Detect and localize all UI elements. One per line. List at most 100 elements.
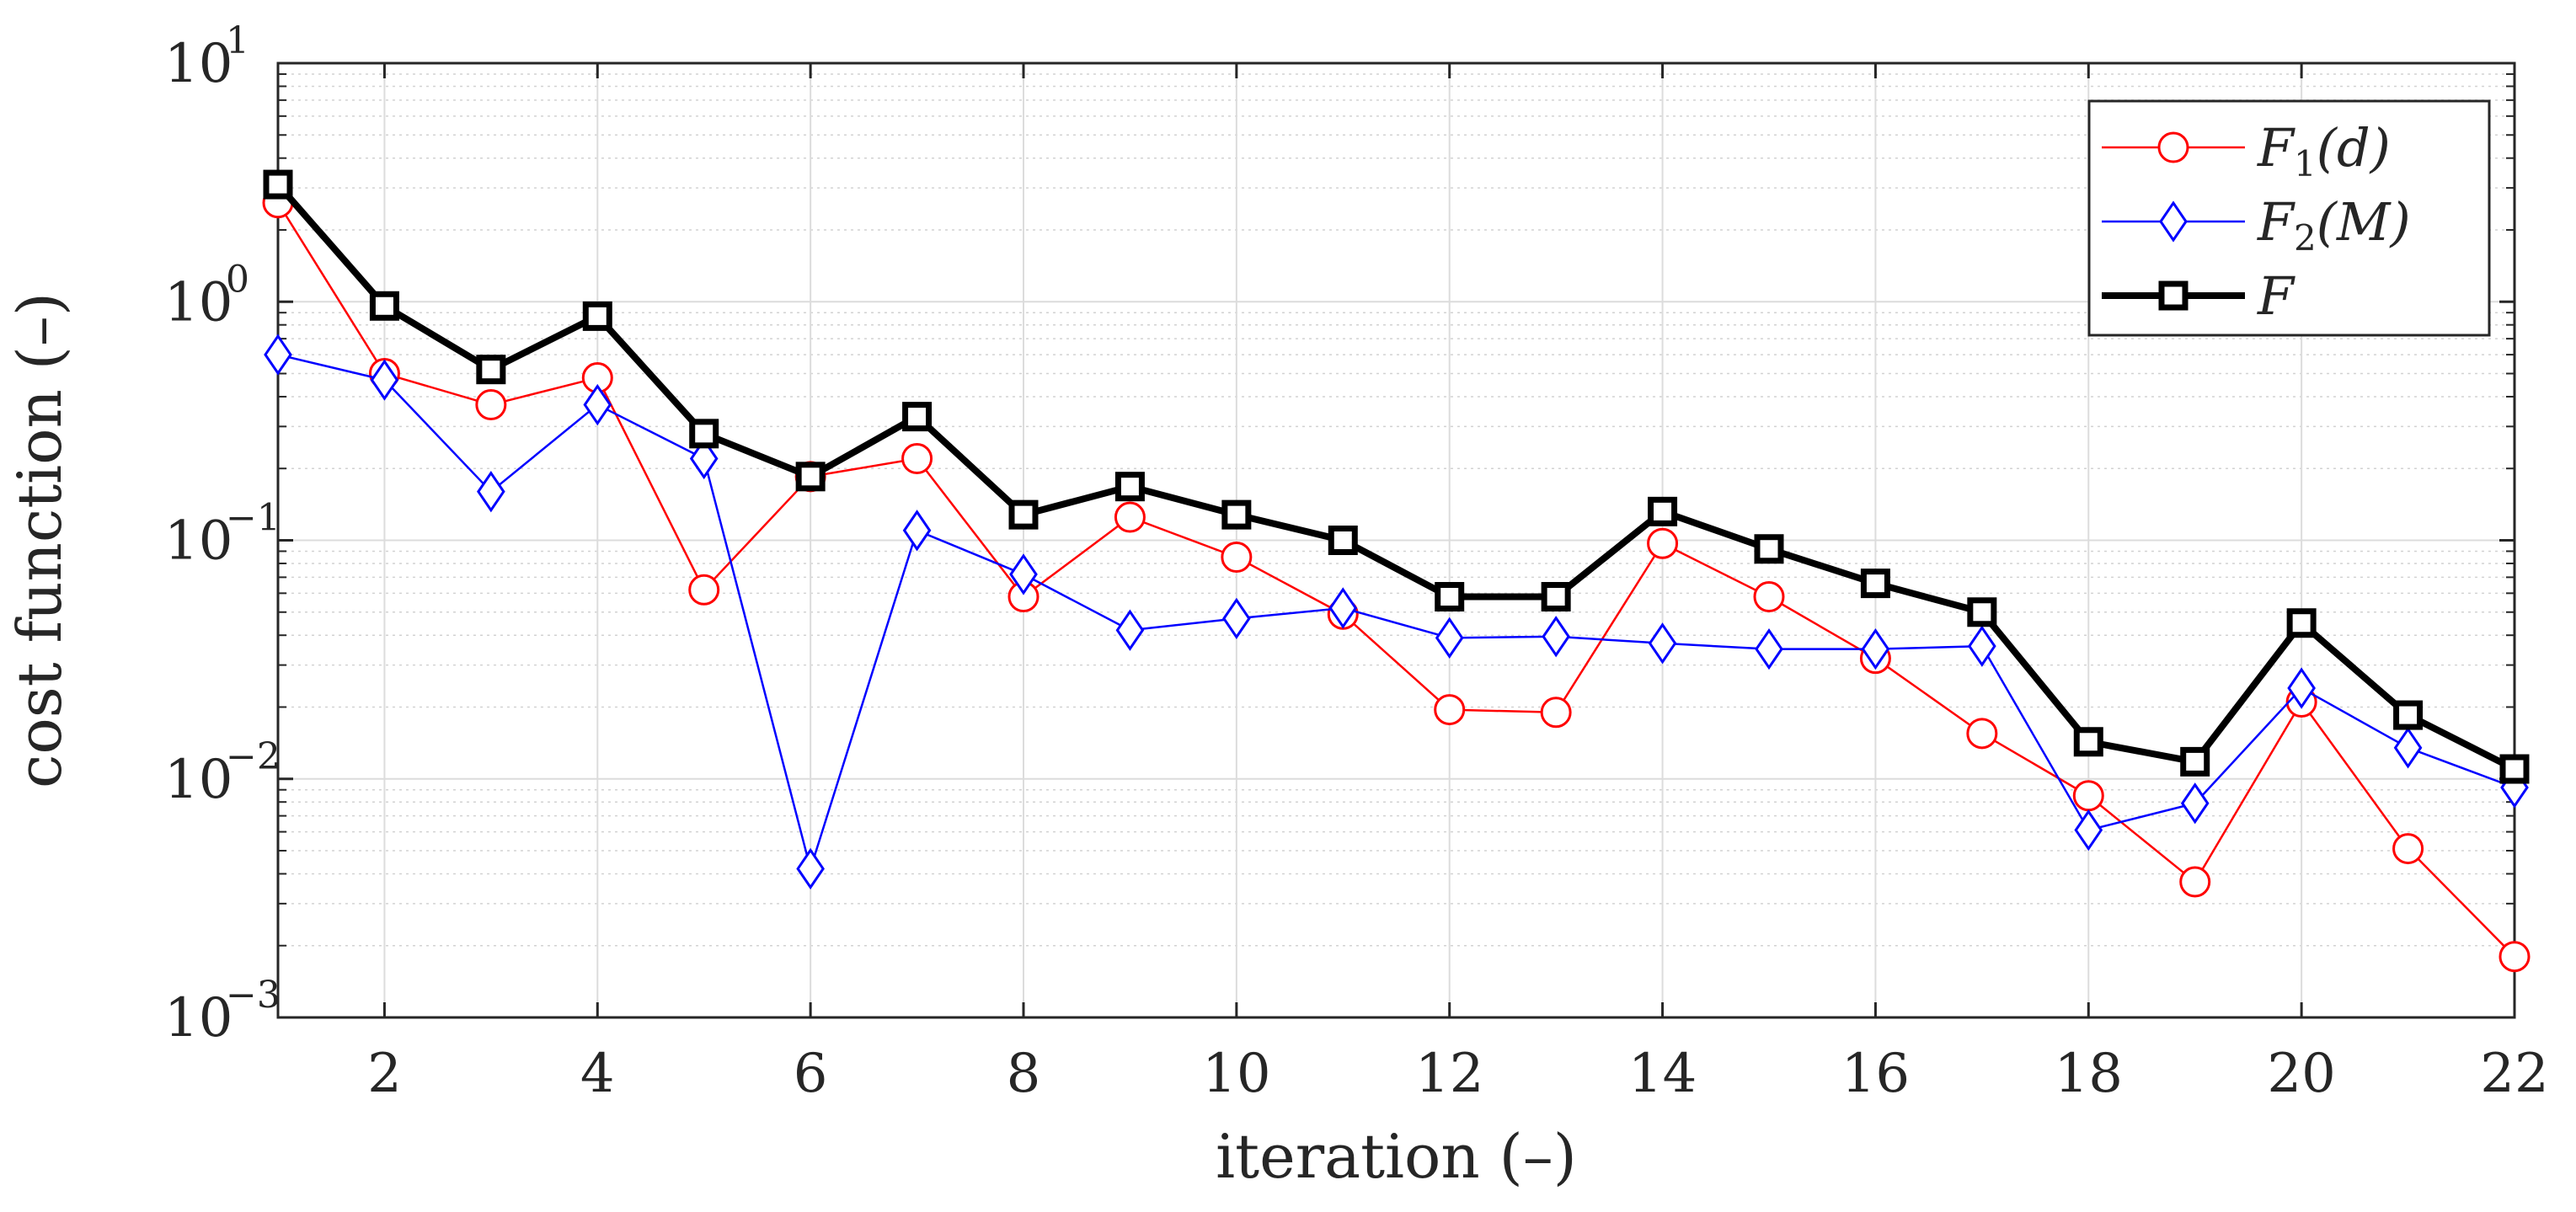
x-tick-label: 22 xyxy=(2480,1043,2548,1105)
data-point xyxy=(2180,782,2210,825)
data-point xyxy=(583,383,612,426)
data-point xyxy=(795,462,826,492)
y-tick-label: 100 xyxy=(164,258,249,334)
x-tick-label: 12 xyxy=(1415,1043,1483,1105)
x-tick-label: 2 xyxy=(367,1043,402,1105)
legend-label-main: F xyxy=(2257,191,2295,253)
legend-label-sub: 2 xyxy=(2294,217,2317,259)
data-point xyxy=(1541,582,1571,612)
data-point xyxy=(1435,617,1464,659)
y-axis-label: cost function (–) xyxy=(4,292,75,788)
y-tick-label: 101 xyxy=(164,19,249,95)
data-point xyxy=(1114,472,1145,502)
data-point xyxy=(476,355,506,385)
series-line xyxy=(277,353,2515,870)
data-point xyxy=(1008,499,1039,530)
data-point xyxy=(2074,809,2103,852)
legend-marker xyxy=(2159,200,2188,243)
data-point xyxy=(796,847,825,890)
grid-minor xyxy=(278,73,2515,947)
y-tick-label-base: 10 xyxy=(164,33,232,95)
y-tick-label-exponent: −3 xyxy=(226,974,281,1017)
data-point xyxy=(902,510,932,552)
data-point xyxy=(370,359,399,401)
data-point xyxy=(2072,780,2104,812)
data-point xyxy=(689,419,719,449)
data-point xyxy=(1648,496,1678,526)
x-tick-label: 6 xyxy=(794,1043,828,1105)
data-point xyxy=(475,389,507,421)
data-point xyxy=(2499,941,2531,973)
y-tick-label-base: 10 xyxy=(164,987,232,1049)
x-axis-label: iteration (–) xyxy=(1216,1121,1577,1192)
data-point xyxy=(2392,833,2424,865)
data-point xyxy=(2393,727,2423,769)
legend: F1(d)F2(M)F xyxy=(2087,99,2491,337)
data-point xyxy=(582,301,612,331)
data-point xyxy=(1115,609,1145,651)
data-point xyxy=(1540,697,1572,729)
legend-item: F2(M) xyxy=(2102,191,2411,259)
data-point xyxy=(1968,625,1996,667)
data-point xyxy=(1647,527,1679,559)
y-tick-label: 10−1 xyxy=(164,497,281,573)
data-point xyxy=(1114,501,1146,533)
data-point xyxy=(264,334,292,376)
y-tick-label-exponent: −2 xyxy=(226,735,281,778)
legend-marker xyxy=(2158,280,2189,311)
y-tick-label: 10−3 xyxy=(164,974,281,1049)
data-point xyxy=(902,402,933,432)
x-tick-label: 10 xyxy=(1202,1043,1270,1105)
data-point xyxy=(2073,727,2103,757)
series-diamond xyxy=(264,334,2529,890)
legend-label: F1(d) xyxy=(2257,117,2391,184)
y-tick-label-base: 10 xyxy=(164,749,232,811)
x-tick-label: 18 xyxy=(2055,1043,2123,1105)
data-point xyxy=(901,443,933,475)
data-point xyxy=(1966,718,1998,750)
data-point xyxy=(2393,700,2424,730)
data-point xyxy=(2286,608,2317,638)
data-point xyxy=(688,574,720,606)
legend-item: F1(d) xyxy=(2102,117,2391,184)
legend-label: F2(M) xyxy=(2257,191,2411,259)
series-line xyxy=(275,182,2516,772)
series-layer xyxy=(262,169,2531,973)
data-point xyxy=(2287,667,2316,709)
legend-label-main: F xyxy=(2257,117,2295,179)
y-tick-label-base: 10 xyxy=(164,510,232,573)
data-point xyxy=(1221,541,1253,573)
data-point xyxy=(1542,616,1570,658)
data-point xyxy=(1755,627,1783,670)
series-circle xyxy=(262,187,2531,973)
data-point xyxy=(1222,597,1251,640)
legend-marker xyxy=(2157,131,2189,163)
data-point xyxy=(2499,754,2530,784)
data-point xyxy=(1221,499,1252,530)
legend-label-arg: (d) xyxy=(2317,117,2391,179)
data-point xyxy=(1328,526,1358,555)
x-tick-label: 8 xyxy=(1007,1043,1041,1105)
legend-label: F xyxy=(2257,265,2295,327)
legend-label-sub: 1 xyxy=(2294,143,2317,184)
data-point xyxy=(1861,627,1890,670)
legend-label-main: F xyxy=(2257,265,2295,327)
data-point xyxy=(1753,581,1785,613)
data-point xyxy=(1328,587,1358,629)
data-point xyxy=(1434,694,1466,726)
x-tick-label: 20 xyxy=(2267,1043,2335,1105)
y-tick-label-exponent: 0 xyxy=(226,258,249,301)
data-point xyxy=(2179,866,2211,898)
y-tick-label-base: 10 xyxy=(164,271,232,334)
data-point xyxy=(689,437,719,480)
x-tick-label: 16 xyxy=(1841,1043,1910,1105)
data-point xyxy=(263,169,293,200)
data-point xyxy=(1754,534,1784,564)
series-line xyxy=(276,202,2515,958)
data-point xyxy=(1860,569,1890,599)
legend-label-arg: (M) xyxy=(2317,191,2411,253)
data-point xyxy=(1009,553,1038,595)
data-point xyxy=(1435,582,1465,612)
y-tick-label: 10−2 xyxy=(164,735,281,811)
